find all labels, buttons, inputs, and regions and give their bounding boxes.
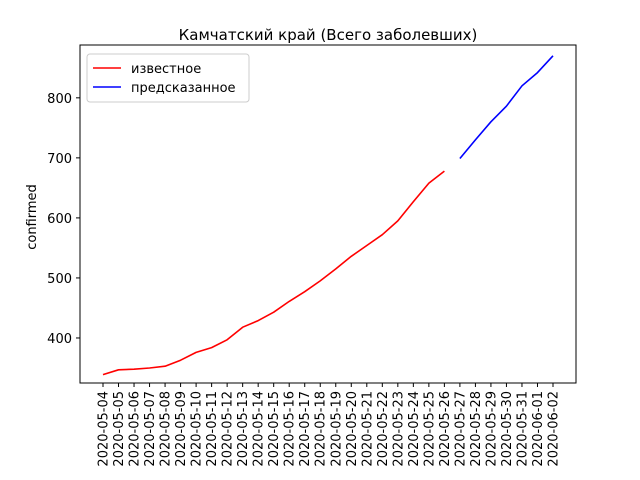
x-tick-label: 2020-05-26	[438, 391, 453, 467]
x-tick-label: 2020-05-13	[236, 391, 251, 467]
x-tick-label: 2020-05-11	[205, 391, 220, 467]
y-axis-label: confirmed	[25, 184, 40, 250]
x-tick-label: 2020-05-04	[97, 391, 112, 467]
x-tick-label: 2020-05-09	[174, 391, 189, 467]
x-tick-label: 2020-05-19	[329, 391, 344, 467]
legend: известное предсказанное	[86, 53, 250, 103]
x-tick-label: 2020-05-28	[469, 391, 484, 467]
x-tick-label: 2020-05-18	[314, 391, 329, 467]
x-tick-label: 2020-05-30	[500, 391, 515, 467]
x-tick-label: 2020-05-24	[407, 391, 422, 467]
y-tick-label: 700	[47, 152, 72, 167]
x-tick-label: 2020-05-14	[252, 391, 267, 467]
x-tick-label: 2020-05-20	[345, 391, 360, 467]
x-tick-label: 2020-06-01	[531, 391, 546, 467]
legend-label-predicted: предсказанное	[131, 81, 236, 96]
series-layer	[102, 55, 554, 376]
x-tick-label: 2020-05-08	[159, 391, 174, 467]
x-tick-label: 2020-05-07	[143, 391, 158, 467]
x-tick-label: 2020-05-23	[391, 391, 406, 467]
x-tick-label: 2020-06-02	[547, 391, 562, 467]
x-tick-label: 2020-05-12	[221, 391, 236, 467]
x-tick-label: 2020-05-29	[484, 391, 499, 467]
x-tick-label: 2020-05-10	[190, 391, 205, 467]
x-tick-label: 2020-05-31	[516, 391, 531, 467]
x-tick-label: 2020-05-21	[360, 391, 375, 467]
y-tick-label: 800	[47, 92, 72, 107]
x-tick-label: 2020-05-27	[453, 391, 468, 467]
x-tick-label: 2020-05-05	[112, 391, 127, 467]
x-tick-label: 2020-05-17	[298, 391, 313, 467]
x-tick-label: 2020-05-16	[283, 391, 298, 467]
legend-label-known: известное	[131, 62, 201, 77]
chart-title: Камчатский край (Всего заболевших)	[179, 26, 478, 44]
x-tick-label: 2020-05-25	[422, 391, 437, 467]
series-line-1	[459, 55, 554, 160]
y-tick-label: 500	[47, 272, 72, 287]
y-tick-label: 400	[47, 332, 72, 347]
series-line-0	[102, 170, 445, 376]
x-tick-label: 2020-05-06	[128, 391, 143, 467]
x-tick-label: 2020-05-15	[267, 391, 282, 467]
axes-frame	[79, 44, 577, 384]
x-tick-label: 2020-05-22	[376, 391, 391, 467]
y-tick-label: 600	[47, 212, 72, 227]
legend-box	[86, 53, 250, 103]
